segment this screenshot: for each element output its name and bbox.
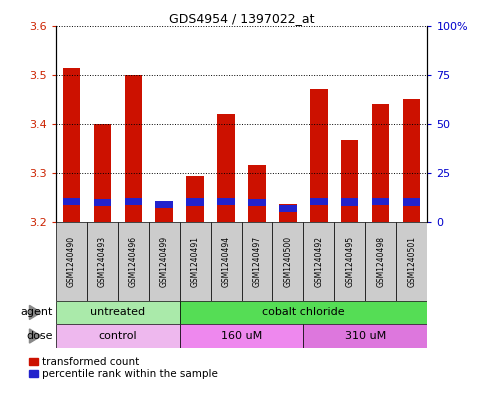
- Bar: [125, 75, 142, 222]
- Text: untreated: untreated: [90, 307, 145, 318]
- Text: GSM1240497: GSM1240497: [253, 236, 261, 287]
- Text: GDS4954 / 1397022_at: GDS4954 / 1397022_at: [169, 12, 314, 25]
- Text: GSM1240498: GSM1240498: [376, 236, 385, 287]
- Bar: [366, 222, 397, 301]
- Text: 160 uM: 160 uM: [221, 331, 262, 341]
- Bar: [341, 140, 358, 222]
- Bar: [117, 222, 149, 301]
- Text: GSM1240501: GSM1240501: [408, 236, 416, 287]
- Text: GSM1240493: GSM1240493: [98, 236, 107, 287]
- Bar: [94, 199, 111, 206]
- Bar: [217, 114, 235, 222]
- Bar: [372, 198, 389, 206]
- Text: GSM1240500: GSM1240500: [284, 236, 293, 287]
- Text: control: control: [98, 331, 137, 341]
- Bar: [56, 324, 180, 348]
- Text: GSM1240499: GSM1240499: [159, 236, 169, 287]
- Bar: [303, 324, 427, 348]
- Bar: [149, 222, 180, 301]
- Bar: [156, 204, 172, 222]
- Bar: [180, 301, 427, 324]
- Bar: [180, 324, 303, 348]
- Text: GSM1240491: GSM1240491: [190, 236, 199, 287]
- Bar: [303, 222, 334, 301]
- Text: cobalt chloride: cobalt chloride: [262, 307, 345, 318]
- Bar: [56, 222, 86, 301]
- Bar: [334, 222, 366, 301]
- Polygon shape: [29, 305, 41, 320]
- Bar: [186, 176, 203, 222]
- Text: agent: agent: [21, 307, 53, 318]
- Text: GSM1240494: GSM1240494: [222, 236, 230, 287]
- Bar: [62, 68, 80, 222]
- Bar: [311, 90, 327, 222]
- Bar: [397, 222, 427, 301]
- Bar: [372, 104, 389, 222]
- Bar: [86, 222, 117, 301]
- Text: GSM1240490: GSM1240490: [67, 236, 75, 287]
- Bar: [217, 198, 235, 206]
- Bar: [311, 198, 327, 206]
- Bar: [62, 198, 80, 205]
- Bar: [403, 198, 421, 206]
- Text: dose: dose: [27, 331, 53, 341]
- Text: GSM1240496: GSM1240496: [128, 236, 138, 287]
- Bar: [341, 198, 358, 206]
- Bar: [403, 99, 421, 222]
- Text: GSM1240495: GSM1240495: [345, 236, 355, 287]
- Bar: [280, 205, 297, 212]
- Bar: [94, 124, 111, 222]
- Bar: [180, 222, 211, 301]
- Text: 310 uM: 310 uM: [345, 331, 386, 341]
- Bar: [242, 222, 272, 301]
- Polygon shape: [29, 329, 41, 343]
- Bar: [56, 301, 180, 324]
- Bar: [156, 201, 172, 208]
- Bar: [125, 198, 142, 206]
- Bar: [248, 165, 266, 222]
- Bar: [280, 204, 297, 222]
- Bar: [272, 222, 303, 301]
- Bar: [211, 222, 242, 301]
- Bar: [248, 199, 266, 206]
- Legend: transformed count, percentile rank within the sample: transformed count, percentile rank withi…: [29, 357, 218, 379]
- Text: GSM1240492: GSM1240492: [314, 236, 324, 287]
- Bar: [186, 198, 203, 206]
